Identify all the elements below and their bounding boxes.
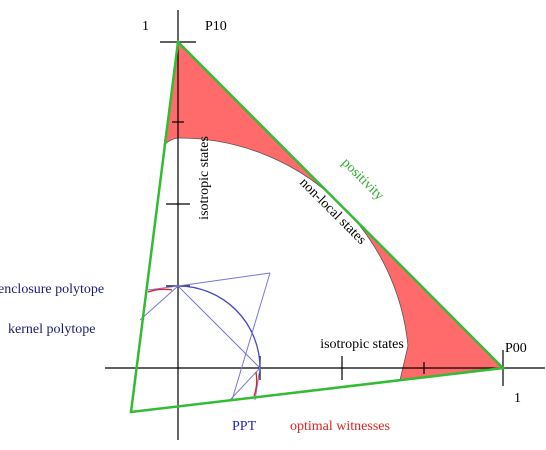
label: PPT (232, 419, 257, 434)
label: enclosure polytope (0, 282, 104, 297)
label: non-local states (296, 175, 368, 247)
label: isotropic states (320, 337, 404, 352)
label: optimal witnesses (290, 419, 390, 434)
label: kernel polytope (8, 322, 95, 337)
label: positivity (338, 156, 386, 204)
label: P10 (205, 19, 227, 34)
label: 1 (514, 391, 521, 406)
polytopes (139, 272, 271, 401)
positivity-triangle (129, 39, 506, 414)
label: 1 (142, 19, 149, 34)
label: isotropic states (197, 136, 212, 220)
label: P00 (505, 341, 527, 356)
non-local-region (163, 41, 504, 381)
